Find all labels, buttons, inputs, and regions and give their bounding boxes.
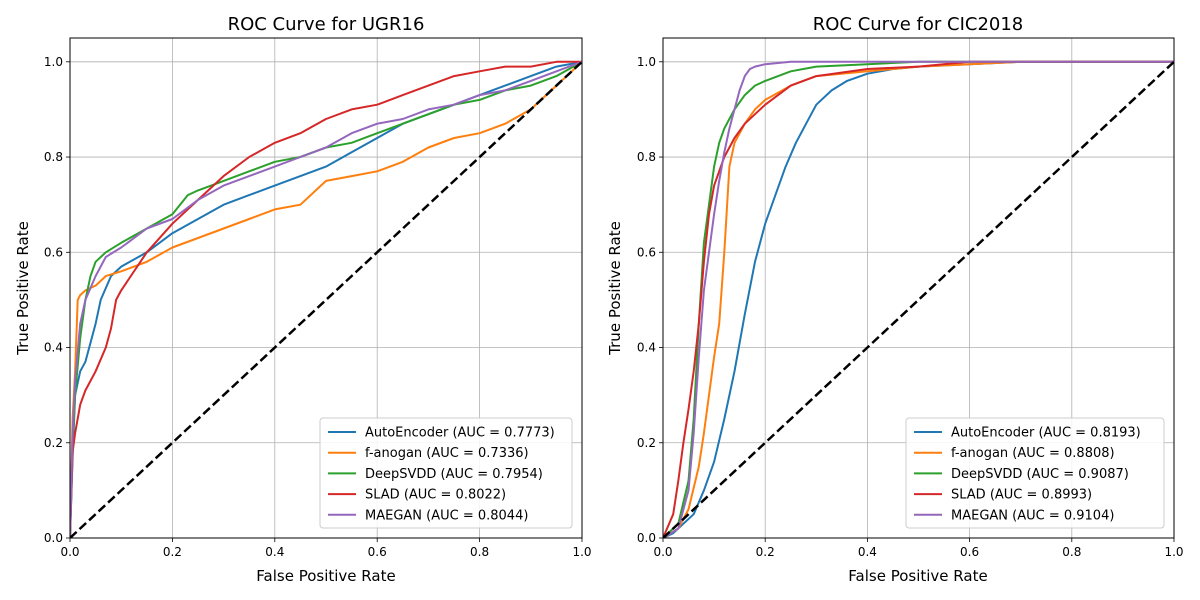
chart-title: ROC Curve for CIC2018 [813,14,1024,35]
x-tick-label: 0.0 [60,545,79,559]
series-line-3 [663,60,1174,538]
y-tick-label: 0.4 [44,341,63,355]
x-tick-label: 0.8 [470,545,489,559]
legend-entry: DeepSVDD (AUC = 0.7954) [365,467,543,482]
legend: AutoEncoder (AUC = 0.7773) f-anogan (AUC … [319,417,573,529]
x-tick-label: 0.0 [653,545,672,559]
y-tick-label: 0.8 [44,150,63,164]
x-axis-label: False Positive Rate [256,567,395,585]
legend-entry: f-anogan (AUC = 0.8808) [951,446,1115,461]
x-tick-label: 1.0 [1164,545,1183,559]
legend-entry: AutoEncoder (AUC = 0.7773) [365,426,555,441]
series-line-4 [70,60,582,538]
chart-title: ROC Curve for UGR16 [228,14,425,35]
y-tick-label: 0.6 [44,245,63,259]
y-tick-label: 0.2 [637,436,656,450]
x-tick-label: 0.6 [960,545,979,559]
y-tick-label: 0.4 [637,341,656,355]
y-tick-label: 1.0 [637,55,656,69]
plot-frame [662,37,1175,539]
y-tick-label: 0.8 [637,150,656,164]
y-tick-label: 0.2 [44,436,63,450]
legend-entry: DeepSVDD (AUC = 0.9087) [951,467,1129,482]
x-tick-label: 0.2 [163,545,182,559]
series-line-1 [70,61,582,538]
legend-entry: MAEGAN (AUC = 0.9104) [951,508,1114,523]
legend-entry: SLAD (AUC = 0.8993) [951,488,1092,503]
series-line-4 [663,60,1174,538]
series-line-3 [70,60,582,538]
x-tick-label: 0.6 [368,545,387,559]
legend-box [905,417,1165,529]
legend-entry: SLAD (AUC = 0.8022) [365,488,506,503]
legend-box [319,417,573,529]
y-tick-label: 1.0 [44,55,63,69]
x-tick-label: 1.0 [572,545,591,559]
y-axis-label: True Positive Rate [606,221,624,356]
series-line-2 [70,60,582,538]
legend-entry: f-anogan (AUC = 0.7336) [365,446,529,461]
plot-frame [69,37,583,539]
series-group [663,60,1174,538]
y-tick-label: 0.0 [44,531,63,545]
chart-panel-ugr16: ROC Curve for UGR16 False Positive Rate … [14,14,592,585]
x-tick-label: 0.2 [756,545,775,559]
x-tick-label: 0.4 [858,545,877,559]
legend-entry: AutoEncoder (AUC = 0.8193) [951,426,1141,441]
y-axis-label: True Positive Rate [14,221,32,356]
x-axis-label: False Positive Rate [848,567,987,585]
legend: AutoEncoder (AUC = 0.8193) f-anogan (AUC … [905,417,1165,529]
x-tick-label: 0.8 [1062,545,1081,559]
y-tick-label: 0.0 [637,531,656,545]
y-tick-label: 0.6 [637,245,656,259]
chart-panel-cic2018: ROC Curve for CIC2018 False Positive Rat… [606,14,1184,585]
series-group [70,60,582,538]
legend-entry: MAEGAN (AUC = 0.8044) [365,508,528,523]
x-tick-label: 0.4 [265,545,284,559]
